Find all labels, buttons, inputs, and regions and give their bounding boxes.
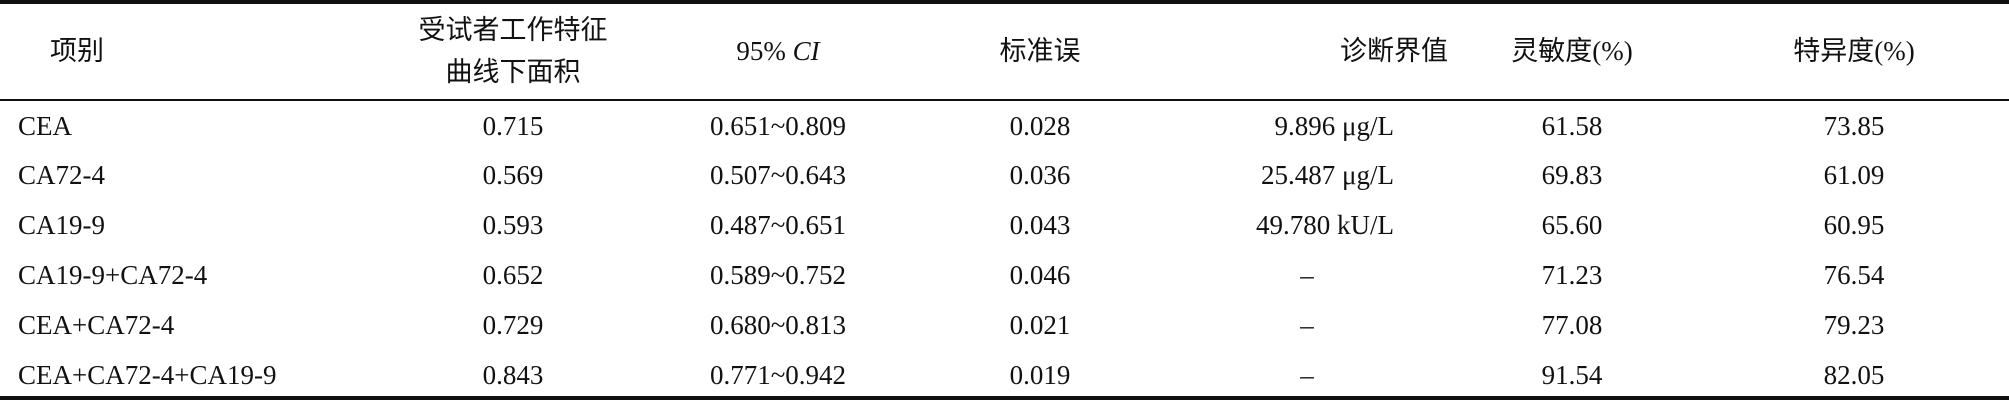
table-cell: 91.54 [1541, 360, 1603, 390]
table-cell: 61.58 [1541, 111, 1603, 141]
table-cell: 0.028 [1009, 111, 1071, 141]
row-label: CA19-9 [18, 210, 105, 240]
table-cell: 0.507~0.643 [709, 160, 847, 190]
table-cell: 25.487 μg/L [1261, 160, 1394, 190]
table-cell: 61.09 [1823, 160, 1885, 190]
table-cell: 0.651~0.809 [709, 111, 847, 141]
table-cell: 0.046 [1009, 260, 1071, 290]
row-label: CEA+CA72-4+CA19-9 [18, 360, 277, 390]
header-rule [0, 99, 2009, 101]
table-cell: 0.036 [1009, 160, 1071, 190]
row-label: CEA [18, 111, 72, 141]
header-text: 95% [736, 36, 786, 66]
table-cell: 0.487~0.651 [709, 210, 847, 240]
table-cell: 0.043 [1009, 210, 1071, 240]
row-label: CEA+CA72-4 [18, 310, 175, 340]
table-cell: 0.652 [482, 260, 544, 290]
table-cell: 65.60 [1541, 210, 1603, 240]
header-cell: 标准误 [999, 36, 1081, 66]
header-cell: 95% CI [736, 30, 819, 72]
table-cell: 0.589~0.752 [709, 260, 847, 290]
table-cell: 79.23 [1823, 310, 1885, 340]
table-cell: 0.715 [482, 111, 544, 141]
table-cell: – [1300, 260, 1314, 290]
bottom-rule [0, 396, 2009, 400]
header-cell: 特异度(%) [1793, 36, 1915, 66]
row-label: CA19-9+CA72-4 [18, 260, 208, 290]
table-cell: 73.85 [1823, 111, 1885, 141]
header-cell: 诊断界值 [1340, 36, 1448, 66]
table-cell: 0.771~0.942 [709, 360, 847, 390]
table-cell: 0.569 [482, 160, 544, 190]
header-cell: 项别 [50, 36, 104, 66]
table-cell: 0.729 [482, 310, 544, 340]
row-label: CA72-4 [18, 160, 105, 190]
table-cell: 76.54 [1823, 260, 1885, 290]
table-cell: 0.021 [1009, 310, 1071, 340]
table-cell: 0.680~0.813 [709, 310, 847, 340]
header-cell: 受试者工作特征 曲线下面积 [418, 15, 608, 87]
table-cell: 9.896 μg/L [1274, 111, 1394, 141]
table-cell: 77.08 [1541, 310, 1603, 340]
table-cell: 0.843 [482, 360, 544, 390]
table-cell: 82.05 [1823, 360, 1885, 390]
table-cell: 60.95 [1823, 210, 1885, 240]
header-italic: CI [792, 36, 820, 66]
table-cell: – [1300, 310, 1314, 340]
header-cell: 灵敏度(%) [1511, 36, 1633, 66]
table-cell: 71.23 [1541, 260, 1603, 290]
table-cell: 69.83 [1541, 160, 1603, 190]
table-cell: 49.780 kU/L [1256, 210, 1394, 240]
top-rule [0, 0, 2009, 4]
table-cell: – [1300, 360, 1314, 390]
table-cell: 0.593 [482, 210, 544, 240]
table-cell: 0.019 [1009, 360, 1071, 390]
